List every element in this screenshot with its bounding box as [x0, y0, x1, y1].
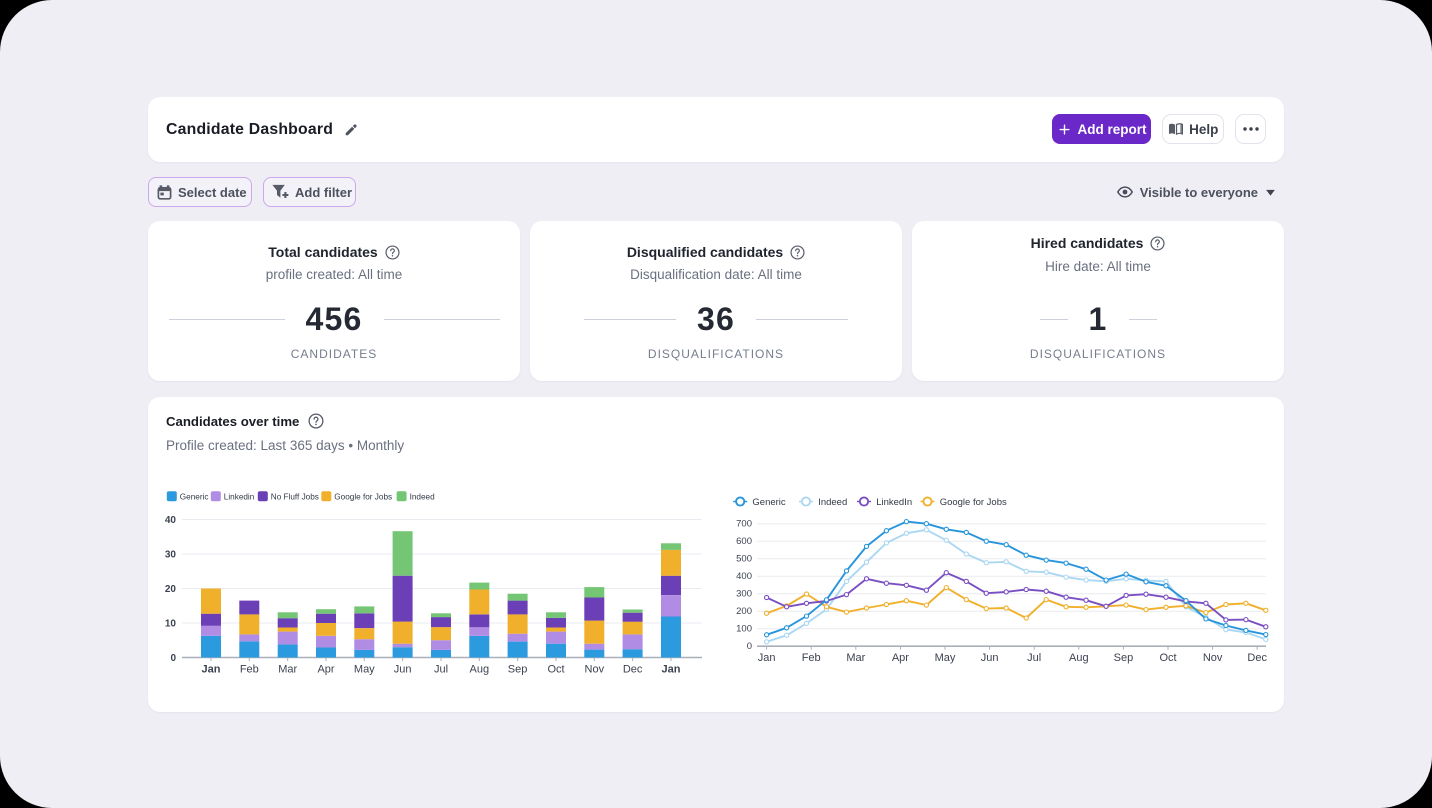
- svg-text:Jun: Jun: [394, 664, 412, 676]
- svg-text:Jan: Jan: [662, 664, 681, 676]
- svg-text:Google for Jobs: Google for Jobs: [334, 493, 392, 502]
- svg-text:Mar: Mar: [278, 664, 297, 676]
- svg-text:0: 0: [170, 653, 176, 664]
- svg-text:300: 300: [736, 589, 752, 600]
- svg-text:Generic: Generic: [180, 493, 209, 502]
- svg-text:Sep: Sep: [508, 664, 528, 676]
- svg-text:May: May: [354, 664, 375, 676]
- svg-text:Feb: Feb: [240, 664, 259, 676]
- svg-text:Indeed: Indeed: [818, 497, 847, 508]
- svg-text:400: 400: [736, 571, 752, 582]
- svg-text:Generic: Generic: [752, 497, 786, 508]
- svg-text:20: 20: [165, 584, 177, 595]
- svg-text:Mar: Mar: [846, 652, 865, 664]
- svg-text:Linkedin: Linkedin: [224, 493, 255, 502]
- svg-text:200: 200: [736, 606, 752, 617]
- svg-text:30: 30: [165, 550, 177, 561]
- svg-text:Jan: Jan: [758, 652, 776, 664]
- svg-text:Oct: Oct: [1159, 652, 1176, 664]
- svg-text:Feb: Feb: [802, 652, 821, 664]
- svg-text:Nov: Nov: [1203, 652, 1223, 664]
- svg-text:Jul: Jul: [434, 664, 448, 676]
- svg-text:Aug: Aug: [1069, 652, 1089, 664]
- svg-text:40: 40: [165, 515, 177, 526]
- svg-text:700: 700: [736, 519, 752, 530]
- svg-text:Dec: Dec: [623, 664, 643, 676]
- svg-text:Apr: Apr: [892, 652, 909, 664]
- svg-text:No Fluff Jobs: No Fluff Jobs: [271, 493, 319, 502]
- svg-text:Oct: Oct: [547, 664, 564, 676]
- svg-text:600: 600: [736, 536, 752, 547]
- svg-text:100: 100: [736, 624, 752, 635]
- svg-text:Jul: Jul: [1027, 652, 1041, 664]
- svg-text:Jun: Jun: [981, 652, 999, 664]
- svg-text:Apr: Apr: [317, 664, 334, 676]
- svg-text:Nov: Nov: [585, 664, 605, 676]
- svg-text:0: 0: [747, 641, 752, 652]
- svg-text:Sep: Sep: [1114, 652, 1134, 664]
- svg-text:Google for Jobs: Google for Jobs: [940, 497, 1007, 508]
- svg-text:Dec: Dec: [1247, 652, 1267, 664]
- svg-text:500: 500: [736, 554, 752, 565]
- svg-text:Indeed: Indeed: [410, 493, 435, 502]
- svg-text:Aug: Aug: [470, 664, 490, 676]
- svg-text:LinkedIn: LinkedIn: [876, 497, 912, 508]
- svg-text:10: 10: [165, 619, 177, 630]
- svg-text:Jan: Jan: [202, 664, 221, 676]
- svg-text:May: May: [935, 652, 956, 664]
